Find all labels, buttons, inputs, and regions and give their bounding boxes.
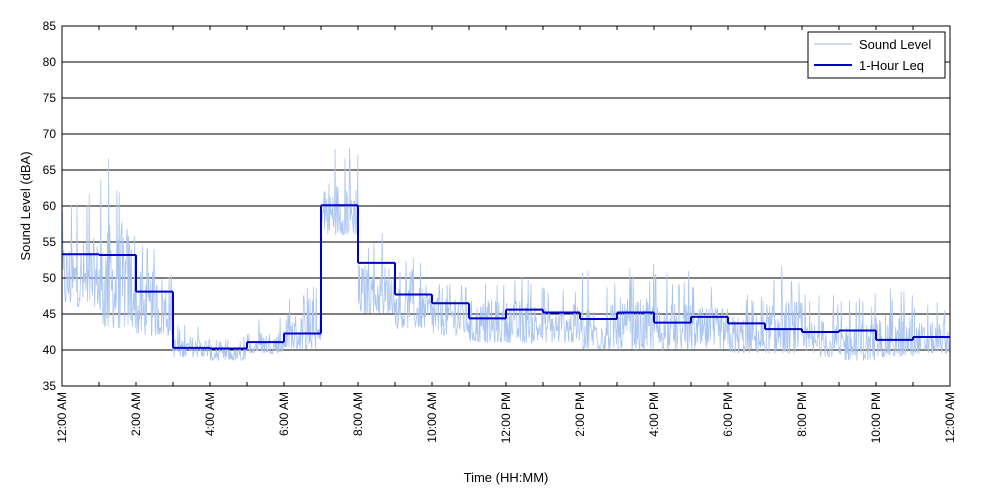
y-tick-label: 40 [43, 343, 57, 357]
y-axis-ticks: 35 40 45 50 55 60 65 70 75 80 85 [43, 19, 66, 393]
x-tick-label: 2:00 PM [573, 392, 587, 437]
x-tick-label: 8:00 PM [795, 392, 809, 437]
x-tick-label: 10:00 AM [425, 392, 439, 443]
leq-series [62, 204, 950, 350]
x-tick-label: 12:00 PM [499, 392, 513, 443]
y-tick-label: 60 [43, 199, 57, 213]
x-tick-label: 6:00 AM [277, 392, 291, 436]
y-tick-label: 45 [43, 307, 57, 321]
x-axis-label: Time (HH:MM) [464, 470, 549, 485]
legend: Sound Level 1-Hour Leq [807, 31, 946, 79]
x-tick-label: 4:00 PM [647, 392, 661, 437]
x-tick-label: 12:00 AM [943, 392, 957, 443]
legend-entry-sound-level: Sound Level [859, 37, 931, 52]
y-tick-label: 50 [43, 271, 57, 285]
sound-level-series [61, 147, 951, 362]
x-tick-label: 2:00 AM [129, 392, 143, 436]
legend-box [807, 31, 946, 79]
sound-level-line [61, 147, 951, 362]
y-tick-label: 85 [43, 19, 57, 33]
x-tick-label: 12:00 AM [55, 392, 69, 443]
y-tick-label: 75 [43, 91, 57, 105]
y-tick-label: 55 [43, 235, 57, 249]
x-tick-label: 4:00 AM [203, 392, 217, 436]
legend-entry-leq: 1-Hour Leq [859, 58, 924, 73]
grid-lines [62, 61, 950, 351]
x-tick-label: 6:00 PM [721, 392, 735, 437]
x-tick-label: 10:00 PM [869, 392, 883, 443]
y-tick-label: 35 [43, 379, 57, 393]
y-tick-label: 80 [43, 55, 57, 69]
x-tick-label: 8:00 AM [351, 392, 365, 436]
y-axis-label: Sound Level (dBA) [18, 151, 33, 260]
y-tick-label: 65 [43, 163, 57, 177]
x-axis-ticks: 12:00 AM 2:00 AM 4:00 AM 6:00 AM 8:00 AM 10:0… [55, 26, 957, 443]
y-tick-label: 70 [43, 127, 57, 141]
